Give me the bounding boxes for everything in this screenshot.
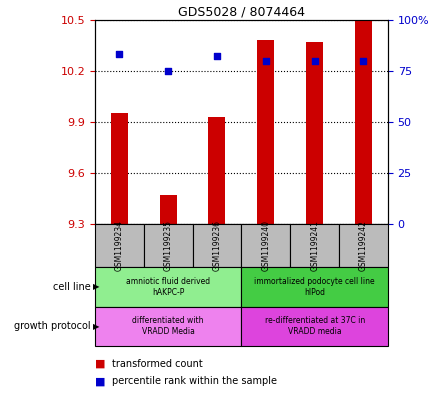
Point [262, 57, 269, 64]
Text: GSM1199242: GSM1199242 [358, 220, 367, 271]
Text: GSM1199234: GSM1199234 [114, 220, 123, 271]
Bar [95, 307, 241, 346]
Bar [111, 113, 128, 224]
Text: transformed count: transformed count [112, 358, 203, 369]
Text: cell line: cell line [52, 282, 90, 292]
Bar [192, 224, 241, 267]
Text: ▶: ▶ [92, 283, 99, 291]
Bar [305, 42, 322, 224]
Bar [159, 195, 176, 224]
Text: GSM1199236: GSM1199236 [212, 220, 221, 271]
Text: GSM1199235: GSM1199235 [163, 220, 172, 271]
Text: differentiated with
VRADD Media: differentiated with VRADD Media [132, 316, 203, 336]
Bar [338, 224, 387, 267]
Text: ■: ■ [95, 358, 105, 369]
Bar [257, 40, 274, 224]
Point [359, 57, 366, 64]
Bar [95, 224, 143, 267]
Title: GDS5028 / 8074464: GDS5028 / 8074464 [178, 6, 304, 18]
Text: amniotic fluid derived
hAKPC-P: amniotic fluid derived hAKPC-P [126, 277, 210, 297]
Point [116, 51, 123, 57]
Bar [143, 224, 192, 267]
Text: re-differentiated at 37C in
VRADD media: re-differentiated at 37C in VRADD media [264, 316, 364, 336]
Bar [241, 224, 289, 267]
Text: growth protocol: growth protocol [14, 321, 90, 331]
Text: GSM1199240: GSM1199240 [261, 220, 270, 271]
Text: GSM1199241: GSM1199241 [310, 220, 318, 271]
Text: immortalized podocyte cell line
hIPod: immortalized podocyte cell line hIPod [254, 277, 374, 297]
Point [164, 68, 171, 74]
Bar [289, 224, 338, 267]
Bar [354, 20, 371, 224]
Bar [241, 267, 387, 307]
Point [310, 57, 317, 64]
Bar [241, 307, 387, 346]
Text: ▶: ▶ [92, 322, 99, 331]
Bar [95, 267, 241, 307]
Text: percentile rank within the sample: percentile rank within the sample [112, 376, 276, 386]
Point [213, 53, 220, 60]
Text: ■: ■ [95, 376, 105, 386]
Bar [208, 117, 225, 224]
